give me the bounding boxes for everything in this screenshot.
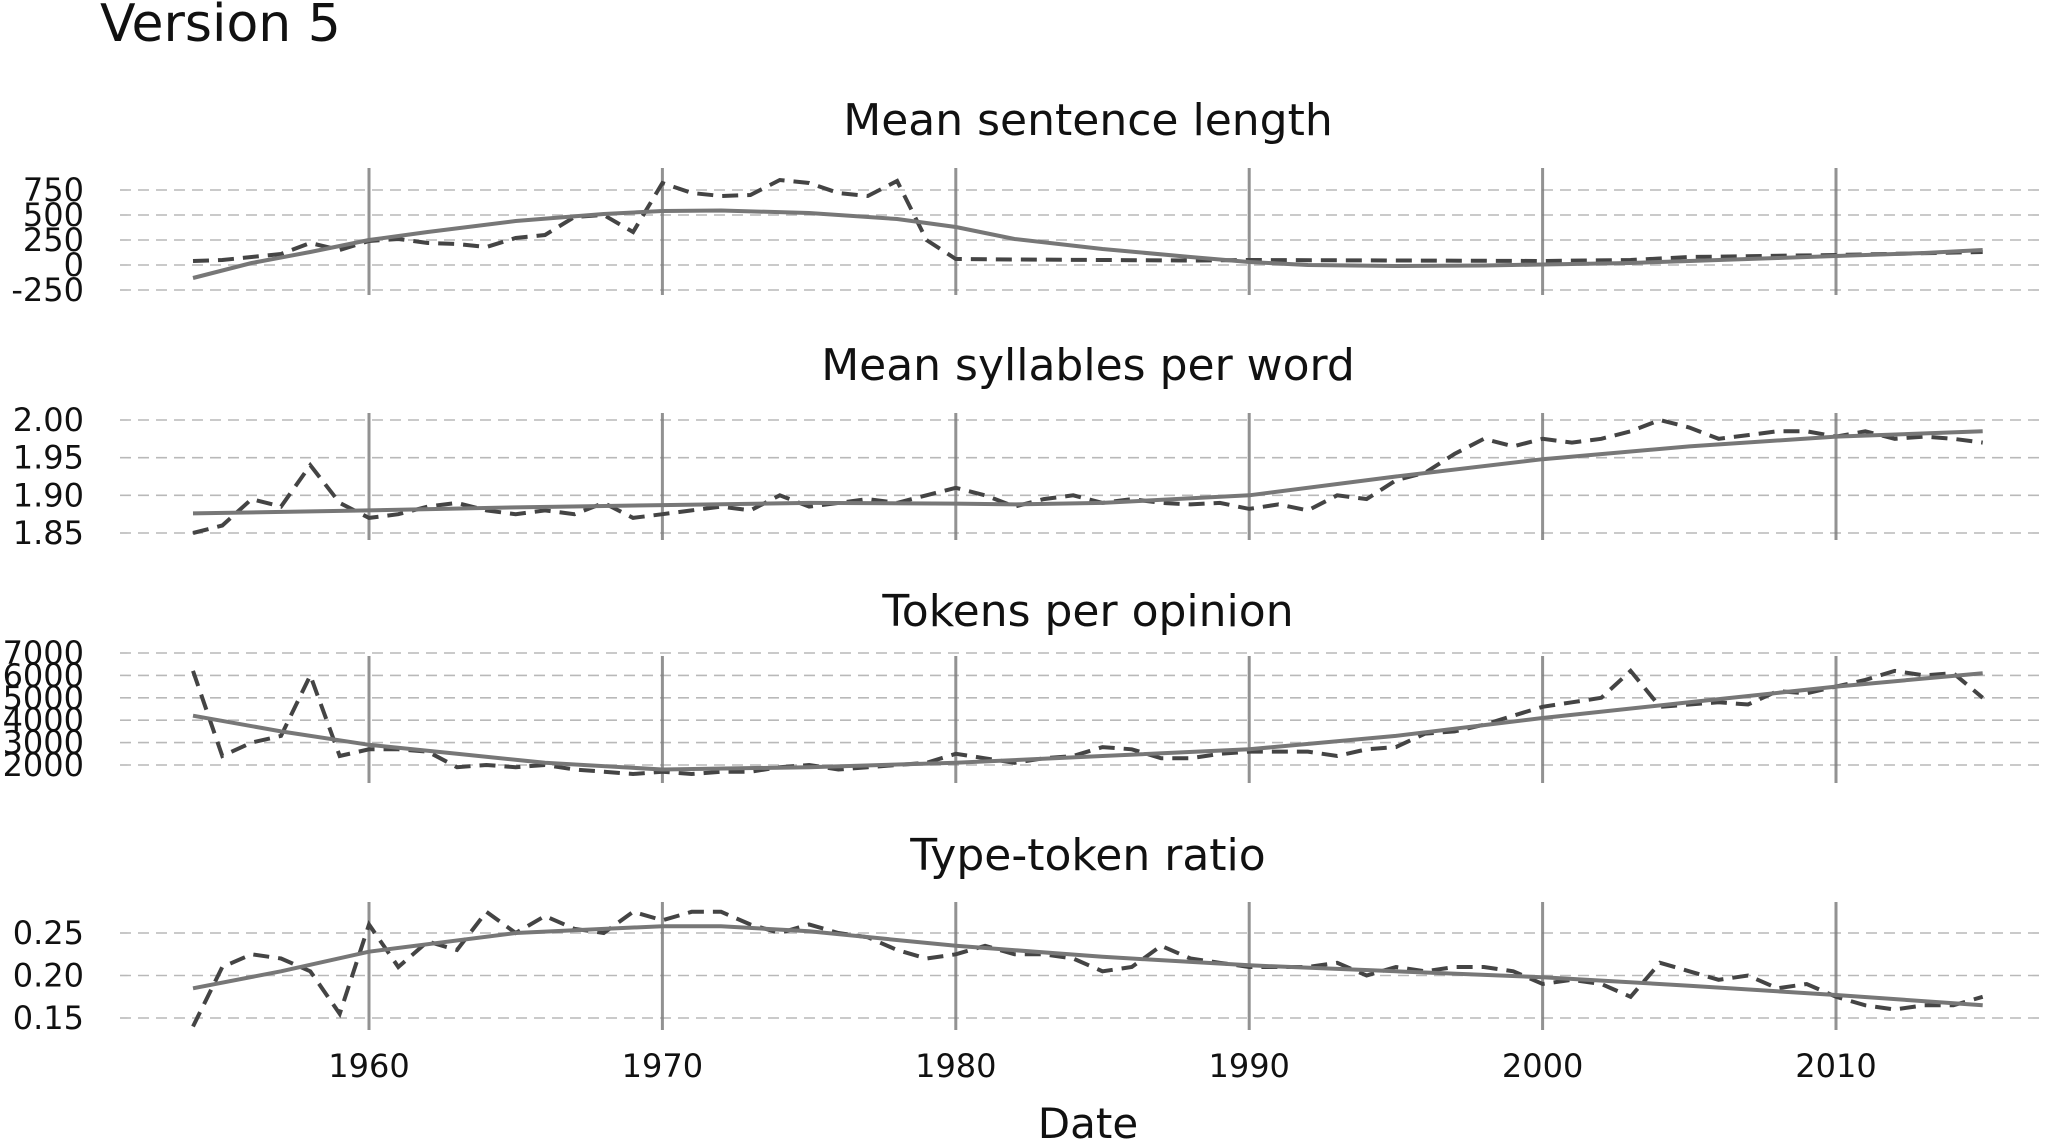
y-tick-label: 7000 (3, 634, 84, 672)
y-tick-label: 5000 (3, 679, 84, 717)
y-tick-label: 500 (23, 196, 84, 234)
panel-title: Tokens per opinion (881, 586, 1293, 637)
panel-4: Type-token ratio 0.15 0.20 0.25 (13, 830, 2040, 1037)
y-tick-label: -250 (11, 271, 84, 309)
y-tick-label: 1.90 (13, 476, 84, 514)
y-tick-label: 0 (64, 246, 84, 284)
series-smooth-line (192, 208, 1983, 280)
y-tick-label: 2000 (3, 746, 84, 784)
y-tick-label: 4000 (3, 701, 84, 739)
x-tick-label: 1970 (622, 1047, 703, 1085)
y-tick-label: 250 (23, 221, 84, 259)
y-tick-label: 0.20 (13, 957, 84, 995)
panel-title: Mean syllables per word (821, 340, 1355, 391)
y-tick-label: 750 (23, 171, 84, 209)
panel-2: Mean syllables per word 1.851.901.952.00 (13, 340, 2040, 552)
x-tick-label: 1980 (915, 1047, 996, 1085)
panel-3: Tokens per opinion 2000300040005000600070… (3, 586, 2040, 784)
y-tick-label: 3000 (3, 724, 84, 762)
x-tick-label: 2000 (1502, 1047, 1583, 1085)
y-tick-label: 1.95 (13, 439, 84, 477)
panel-title: Type-token ratio (909, 830, 1265, 881)
y-tick-label: 2.00 (13, 401, 84, 439)
x-tick-label: 1960 (328, 1047, 409, 1085)
y-tick-label: 0.25 (13, 914, 84, 952)
series-raw-line (191, 909, 1984, 1028)
x-tick-label: 1990 (1208, 1047, 1289, 1085)
y-tick-label: 1.85 (13, 514, 84, 552)
series-smooth-line (192, 429, 1983, 516)
y-tick-label: 6000 (3, 656, 84, 694)
x-axis: 1960 1970 1980 1990 2000 2010 Date (328, 1047, 1876, 1143)
x-tick-label: 2010 (1795, 1047, 1876, 1085)
series-raw-line (192, 417, 1983, 535)
page-title: Version 5 (100, 0, 341, 54)
series-smooth-line (192, 924, 1983, 1008)
series-raw-line (191, 667, 1984, 777)
panel-title: Mean sentence length (843, 95, 1332, 146)
series-smooth-line (192, 671, 1983, 772)
x-axis-label: Date (1038, 1099, 1138, 1143)
y-tick-label: 0.15 (13, 999, 84, 1037)
